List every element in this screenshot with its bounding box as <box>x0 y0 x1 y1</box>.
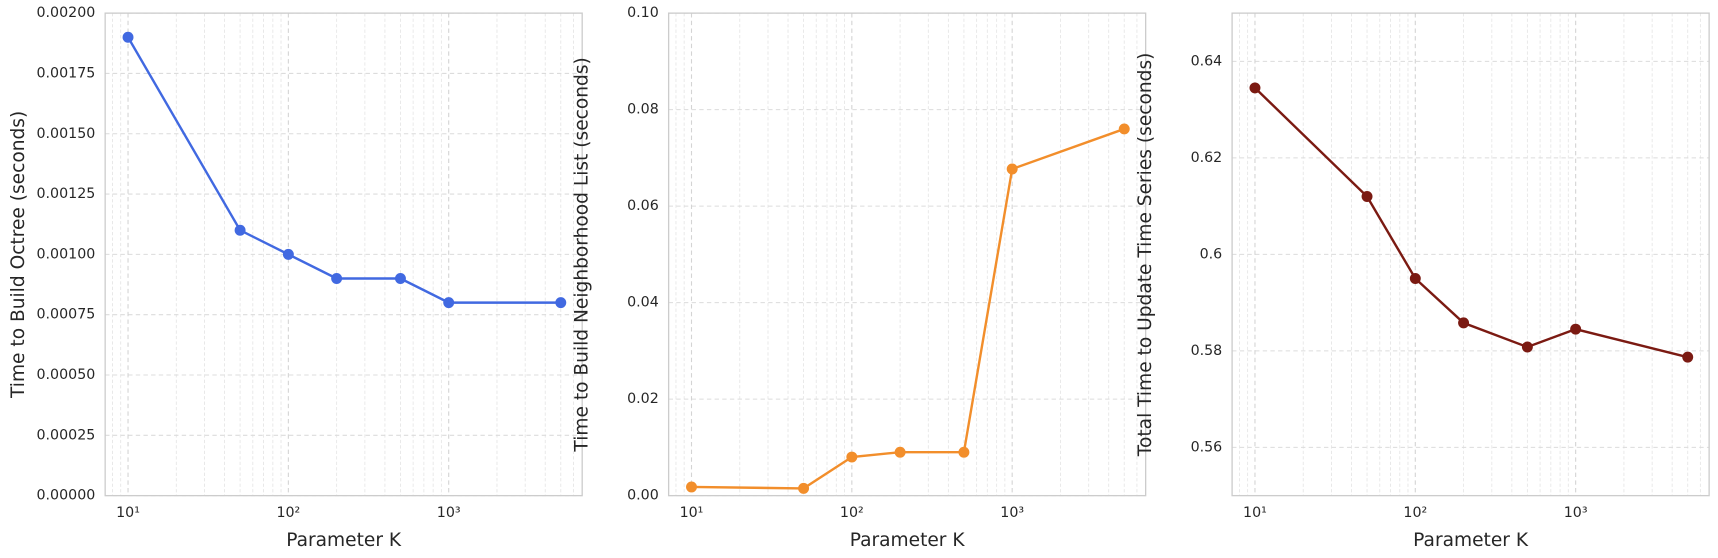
point <box>798 482 810 494</box>
y-tick-label: 0.56 <box>1191 439 1223 455</box>
point <box>1458 317 1470 329</box>
point <box>1118 123 1130 135</box>
point <box>1570 323 1582 335</box>
x-tick-label: 10³ <box>1000 505 1024 521</box>
y-tick-label: 0.6 <box>1200 246 1223 262</box>
y-tick-label: 0.08 <box>627 102 659 118</box>
x-axis-label: Parameter K <box>850 530 966 551</box>
y-tick-label: 0.00050 <box>36 367 95 383</box>
point <box>282 248 294 260</box>
plot-frame <box>104 12 583 497</box>
x-tick-label: 10¹ <box>1243 505 1267 521</box>
plot-frame <box>667 12 1147 497</box>
point <box>846 451 858 463</box>
point <box>1409 273 1421 284</box>
x-axis-label: Parameter K <box>286 530 402 551</box>
point <box>1249 82 1261 94</box>
y-tick-label: 0.00200 <box>36 5 95 21</box>
y-axis-label: Total Time to Update Time Series (second… <box>1135 53 1156 458</box>
x-tick-label: 10² <box>1403 505 1427 521</box>
y-tick-label: 0.00100 <box>36 246 95 262</box>
point <box>1521 341 1533 353</box>
y-tick-label: 0.00025 <box>36 427 95 443</box>
y-tick-label: 0.00 <box>627 488 659 504</box>
point <box>1361 191 1373 202</box>
x-tick-label: 10¹ <box>680 505 704 521</box>
y-axis-label: Time to Build Neighborhood List (seconds… <box>572 57 593 452</box>
y-tick-label: 0.00000 <box>36 488 95 504</box>
plot-area <box>668 13 1146 496</box>
y-tick-label: 0.00175 <box>36 65 95 81</box>
point <box>894 446 906 458</box>
x-axis-label: Parameter K <box>1413 530 1529 551</box>
x-tick-label: 10² <box>276 505 300 521</box>
y-tick-label: 0.06 <box>627 198 659 214</box>
point <box>234 224 246 236</box>
point <box>331 273 343 284</box>
y-tick-label: 0.62 <box>1191 150 1223 166</box>
y-tick-label: 0.58 <box>1191 343 1223 359</box>
y-axis-label: Time to Build Octree (seconds) <box>8 111 29 399</box>
point <box>555 297 567 309</box>
y-tick-label: 0.64 <box>1191 53 1223 69</box>
y-tick-label: 0.02 <box>627 391 659 407</box>
x-tick-label: 10² <box>840 505 864 521</box>
x-tick-label: 10³ <box>1564 505 1588 521</box>
y-tick-label: 0.00150 <box>36 126 95 142</box>
y-tick-label: 0.04 <box>627 295 659 311</box>
point <box>122 31 134 43</box>
point <box>1006 163 1018 175</box>
x-tick-label: 10¹ <box>116 505 140 521</box>
x-tick-label: 10³ <box>437 505 461 521</box>
y-tick-label: 0.00125 <box>36 186 95 202</box>
point <box>1682 351 1694 363</box>
point <box>958 446 970 458</box>
point <box>686 481 697 493</box>
y-tick-label: 0.00075 <box>36 307 95 323</box>
y-tick-label: 0.10 <box>627 5 659 21</box>
point <box>443 297 455 309</box>
point <box>394 273 406 284</box>
plot-frame <box>1231 12 1710 497</box>
